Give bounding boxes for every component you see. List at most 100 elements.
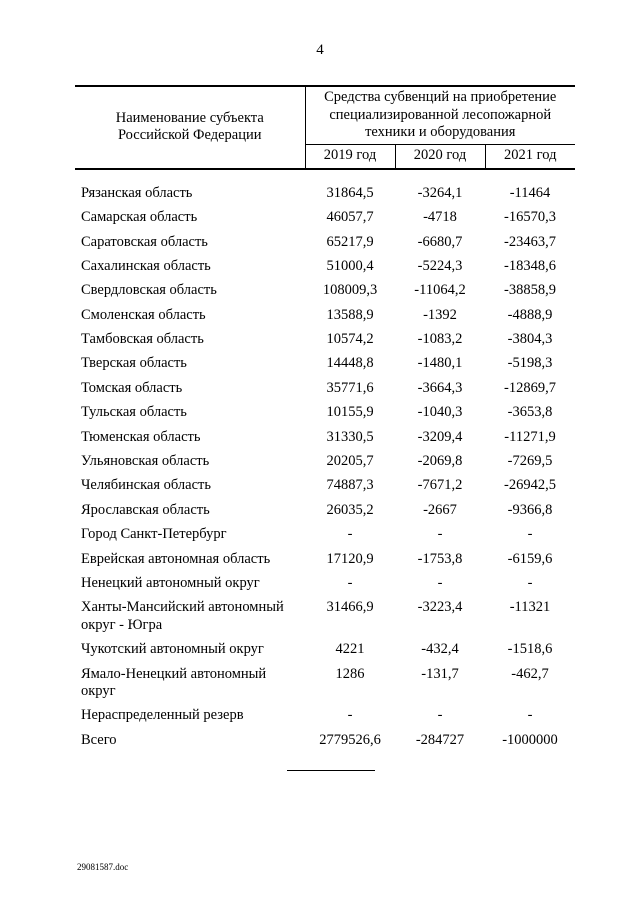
- value-cell: -3653,8: [507, 404, 553, 421]
- value-cell: -26942,5: [504, 477, 556, 494]
- value-cell: -1392: [423, 306, 457, 323]
- table-row: Рязанская область 31864,5 -3264,1 -11464: [75, 169, 575, 206]
- value-cell: 17120,9: [326, 550, 374, 567]
- footer-filename: 29081587.doc: [77, 862, 129, 872]
- value-cell: 108009,3: [322, 282, 378, 299]
- value-cell: 31330,5: [326, 428, 374, 445]
- value-cell: -7269,5: [507, 453, 553, 470]
- value-cell: -5224,3: [417, 257, 463, 274]
- table-row: Ярославская область 26035,2 -2667 -9366,8: [75, 499, 575, 523]
- value-cell: -131,7: [421, 665, 459, 682]
- value-cell: -16570,3: [504, 209, 556, 226]
- value-cell: 35771,6: [326, 379, 374, 396]
- region-name-cell: Ненецкий автономный округ: [81, 575, 260, 591]
- region-name-cell: Чукотский автономный округ: [81, 641, 264, 658]
- value-cell: -18348,6: [504, 257, 556, 274]
- region-name-cell: Нераспределенный резерв: [81, 707, 244, 724]
- table-body: Рязанская область 31864,5 -3264,1 -11464 Сам…: [75, 169, 575, 753]
- value-cell: -1083,2: [417, 331, 463, 348]
- value-cell: 4221: [335, 641, 365, 658]
- region-name-cell: Ямало-Ненецкий автономный округ: [81, 665, 267, 699]
- table-row: Ямало-Ненецкий автономный округ 1286 -131,…: [75, 663, 575, 705]
- value-cell: 46057,7: [326, 209, 374, 226]
- table-row: Самарская область 46057,7 -4718 -16570,3: [75, 206, 575, 230]
- header-subventions-group: Средства субвенций на приобретение специ…: [305, 85, 575, 146]
- table-row: Еврейская автономная область 17120,9 -1753…: [75, 548, 575, 572]
- table-row: Тамбовская область 10574,2 -1083,2 -3804,3: [75, 328, 575, 352]
- region-name-cell: Тюменская область: [81, 428, 201, 445]
- value-cell: 13588,9: [326, 306, 374, 323]
- region-name-cell: Еврейская автономная область: [81, 550, 271, 567]
- value-cell: -23463,7: [504, 233, 556, 250]
- table-row: Сахалинская область 51000,4 -5224,3 -18348,…: [75, 255, 575, 279]
- region-name-cell: Челябинская область: [81, 477, 211, 494]
- end-of-document-divider: [287, 770, 375, 771]
- value-cell: 10574,2: [326, 331, 374, 348]
- value-cell: -1753,8: [417, 550, 463, 567]
- table-row: Ульяновская область 20205,7 -2069,8 -7269,5: [75, 450, 575, 474]
- value-cell: -: [347, 707, 353, 724]
- value-cell: 31864,5: [326, 184, 374, 201]
- value-cell: -4718: [423, 209, 457, 226]
- value-cell: -11464: [509, 184, 551, 201]
- value-cell: 1286: [335, 665, 365, 682]
- value-cell: 10155,9: [326, 404, 374, 421]
- value-cell: -9366,8: [507, 501, 553, 518]
- value-cell: -3223,4: [417, 599, 463, 616]
- value-cell: -: [437, 707, 443, 724]
- region-name-cell: Самарская область: [81, 209, 198, 226]
- table-row: Свердловская область 108009,3 -11064,2 -388…: [75, 279, 575, 303]
- value-cell: -11271,9: [504, 428, 556, 445]
- region-name-cell: Ханты-Мансийский автономный округ - Югра: [81, 599, 284, 633]
- value-cell: 2779526,6: [319, 731, 381, 748]
- value-cell: 51000,4: [326, 257, 374, 274]
- value-cell: -1480,1: [417, 355, 463, 372]
- table-row: Тюменская область 31330,5 -3209,4 -11271,9: [75, 426, 575, 450]
- region-name-cell: Тульская область: [81, 404, 187, 421]
- value-cell: -462,7: [511, 665, 549, 682]
- table-row: Всего 2779526,6 -284727 -1000000: [75, 729, 575, 753]
- region-name-cell: Тамбовская область: [81, 331, 204, 348]
- table-row: Ханты-Мансийский автономный округ - Югра…: [75, 596, 575, 638]
- table-row: Ненецкий автономный округ - - -: [75, 572, 575, 596]
- value-cell: -: [527, 575, 533, 591]
- table-row: Челябинская область 74887,3 -7671,2 -26942,…: [75, 474, 575, 498]
- region-name-cell: Сахалинская область: [81, 257, 211, 274]
- table-row: Томская область 35771,6 -3664,3 -12869,7: [75, 377, 575, 401]
- value-cell: -3804,3: [507, 331, 553, 348]
- value-cell: -7671,2: [417, 477, 463, 494]
- table-row: Тульская область 10155,9 -1040,3 -3653,8: [75, 401, 575, 425]
- table-row: Город Санкт-Петербург - - -: [75, 523, 575, 547]
- value-cell: -5198,3: [507, 355, 553, 372]
- value-cell: 74887,3: [326, 477, 374, 494]
- value-cell: -12869,7: [504, 379, 556, 396]
- region-name-cell: Город Санкт-Петербург: [81, 526, 227, 543]
- value-cell: 20205,7: [326, 453, 374, 470]
- value-cell: -: [347, 575, 353, 591]
- table-row: Смоленская область 13588,9 -1392 -4888,9: [75, 304, 575, 328]
- region-name-cell: Всего: [81, 731, 117, 748]
- value-cell: -284727: [415, 731, 465, 748]
- value-cell: -: [527, 707, 533, 724]
- region-name-cell: Ярославская область: [81, 501, 210, 518]
- header-year-2020: 2020 год: [394, 144, 485, 170]
- header-year-2021: 2021 год: [484, 144, 575, 170]
- header-subject-name: Наименование субъекта Российской Федерац…: [75, 85, 306, 170]
- value-cell: -: [347, 526, 353, 543]
- region-name-cell: Томская область: [81, 379, 183, 396]
- region-name-cell: Смоленская область: [81, 306, 206, 323]
- region-name-cell: Рязанская область: [81, 184, 193, 201]
- region-name-cell: Ульяновская область: [81, 453, 210, 470]
- value-cell: 14448,8: [326, 355, 374, 372]
- value-cell: -3209,4: [417, 428, 463, 445]
- value-cell: -11064,2: [414, 282, 466, 299]
- region-name-cell: Тверская область: [81, 355, 187, 372]
- table-row: Нераспределенный резерв - - -: [75, 704, 575, 728]
- value-cell: -6680,7: [417, 233, 463, 250]
- table-header: Наименование субъекта Российской Федерац…: [75, 85, 575, 170]
- value-cell: -1040,3: [417, 404, 463, 421]
- value-cell: -3664,3: [417, 379, 463, 396]
- value-cell: -: [527, 526, 533, 543]
- table-row: Чукотский автономный округ 4221 -432,4 -151…: [75, 638, 575, 662]
